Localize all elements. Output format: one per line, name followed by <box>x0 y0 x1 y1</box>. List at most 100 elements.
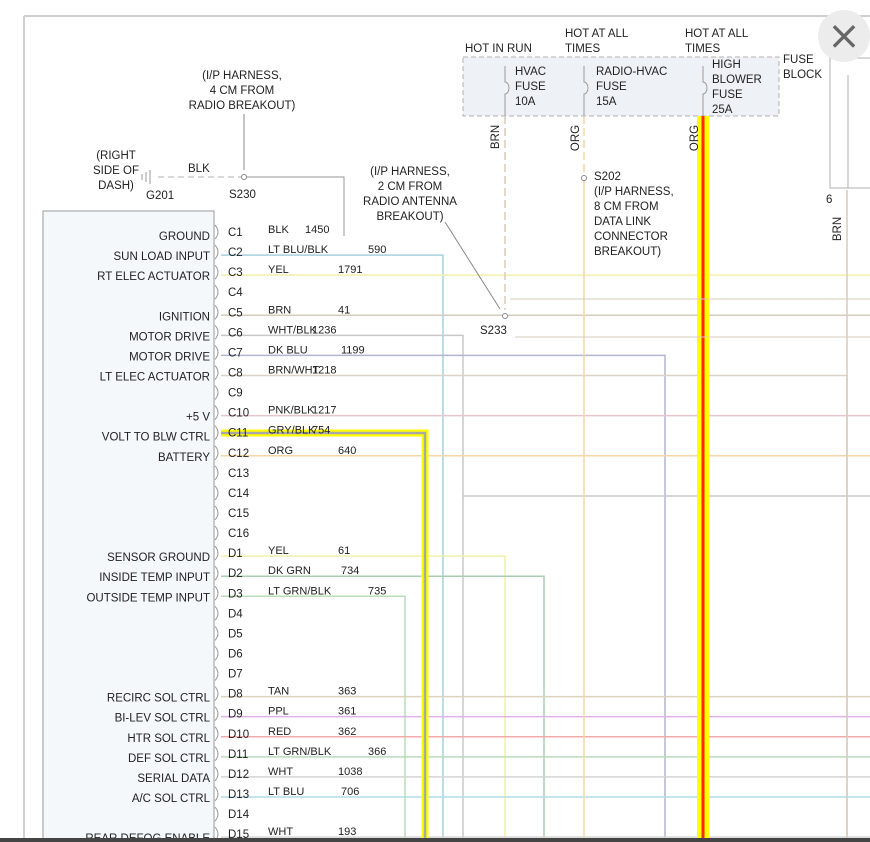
wire-color-c6: WHT/BLK <box>268 324 318 336</box>
fuse-header-hot-at-all-times: HOT AT ALL <box>565 28 629 40</box>
pin-function-c11: VOLT TO BLW CTRL <box>102 432 211 444</box>
pin-terminal <box>214 365 219 380</box>
wire-color-d12: WHT <box>268 766 293 778</box>
wire-color-c2: LT BLU/BLK <box>268 244 329 256</box>
pin-terminal <box>214 224 219 240</box>
pin-terminal <box>214 304 219 320</box>
wire-c8 <box>221 374 848 842</box>
wire-c7 <box>221 354 666 842</box>
pin-terminal <box>214 766 219 782</box>
wire-color-d1: YEL <box>268 545 289 557</box>
circuit-number-d10: 362 <box>338 726 356 738</box>
fuse-label-high-blower: BLOWER <box>712 74 762 86</box>
circuit-number-c3: 1791 <box>338 264 362 276</box>
close-button[interactable]: × <box>818 10 870 62</box>
fuse-label-radio-hvac: 15A <box>596 96 617 108</box>
fuse-label-high-blower: 25A <box>712 104 733 116</box>
wire-color-c5: BRN <box>268 304 291 316</box>
wire-color-label: BLK <box>188 163 210 175</box>
wire-color-c12: ORG <box>268 445 293 457</box>
pin-id-d2: D2 <box>228 568 243 580</box>
pin-function-d1: SENSOR GROUND <box>107 552 210 564</box>
pin-terminal <box>214 485 219 501</box>
pin-terminal <box>214 786 219 802</box>
pin-id-c6: C6 <box>228 327 243 339</box>
pin-terminal <box>214 545 219 561</box>
wire-color-label: ORG <box>570 125 582 151</box>
pin-function-d2: INSIDE TEMP INPUT <box>99 572 210 584</box>
circuit-number-c5: 41 <box>338 304 350 316</box>
right-component-box <box>829 57 870 189</box>
wire-color-c3: YEL <box>268 264 289 276</box>
fuse-header-hot-at-all-times: TIMES <box>565 43 600 55</box>
circuit-number-c8: 1218 <box>312 364 336 376</box>
ground-location-note: (RIGHT <box>96 150 136 162</box>
pin-terminal <box>214 525 219 541</box>
splice-id-s230: S230 <box>229 189 256 201</box>
circuit-number-d1: 61 <box>338 545 350 557</box>
close-icon: × <box>827 13 861 59</box>
fuse-label-radio-hvac: RADIO-HVAC <box>596 66 667 78</box>
pin-id-d11: D11 <box>228 749 248 761</box>
wire-color-d10: RED <box>268 726 291 738</box>
pin-id-c14: C14 <box>228 488 250 500</box>
ground-id: G201 <box>146 190 174 202</box>
pin-terminal <box>214 606 219 621</box>
pin-function-d12: SERIAL DATA <box>137 773 210 785</box>
pin-terminal <box>214 706 219 722</box>
fuse-label-high-blower: HIGH <box>712 59 741 71</box>
pin-function-d13: A/C SOL CTRL <box>132 793 211 805</box>
wire-color-d11: LT GRN/BLK <box>268 746 332 758</box>
s202-note: BREAKOUT) <box>594 246 661 258</box>
splice-id-s233: S233 <box>480 325 507 337</box>
circuit-number-d3: 735 <box>368 585 386 597</box>
circuit-number-c6: 1236 <box>312 324 336 336</box>
pin-function-d8: RECIRC SOL CTRL <box>107 693 211 705</box>
pin-id-d6: D6 <box>228 648 243 660</box>
circuit-number-d13: 706 <box>341 786 359 798</box>
pin-terminal <box>214 345 219 360</box>
pin-id-c8: C8 <box>228 367 243 379</box>
wire-color-c7: DK BLU <box>268 344 308 356</box>
wire-color-c10: PNK/BLK <box>268 405 315 417</box>
s202-note: 8 CM FROM <box>594 201 659 213</box>
circuit-number-c10: 1217 <box>312 405 336 417</box>
wire-color-d15: WHT <box>268 826 293 838</box>
circuit-number-d8: 363 <box>338 686 356 698</box>
wire-d2 <box>221 575 545 842</box>
pin-terminal <box>214 385 219 400</box>
circuit-number-c2: 590 <box>368 244 386 256</box>
s202-note: CONNECTOR <box>594 231 668 243</box>
label-layer: HOT IN RUN HOT AT ALL TIMES HOT AT ALL TIMES… <box>93 28 844 337</box>
wire-color-c1: BLK <box>268 224 289 236</box>
pin-function-d11: DEF SOL CTRL <box>128 753 211 765</box>
pin-id-d4: D4 <box>228 608 243 620</box>
splice-s233 <box>502 313 508 319</box>
pin-id-d1: D1 <box>228 548 243 560</box>
wire-color-d8: TAN <box>268 686 289 698</box>
pin-terminal <box>214 284 219 300</box>
s202-note: DATA LINK <box>594 216 651 228</box>
bottom-scrollbar-edge <box>0 838 870 842</box>
pin-function-d3: OUTSIDE TEMP INPUT <box>86 592 210 604</box>
pin-terminal <box>214 585 219 601</box>
pin-id-c16: C16 <box>228 528 249 540</box>
circuit-number-d12: 1038 <box>338 766 362 778</box>
pin-id-c5: C5 <box>228 307 243 319</box>
pin-terminal <box>214 746 219 762</box>
pin-terminal <box>214 646 219 661</box>
wire-color-label: BRN <box>490 125 502 149</box>
fuse-block-box <box>462 56 780 117</box>
blower-control-core <box>221 431 427 842</box>
fuse-label-radio-hvac: FUSE <box>596 81 627 93</box>
circuit-number-d15: 193 <box>338 826 356 838</box>
circuit-number-d11: 366 <box>368 746 386 758</box>
pin-function-c12: BATTERY <box>158 452 210 464</box>
pin-terminal <box>214 264 219 280</box>
s233-note: (I/P HARNESS, <box>370 166 450 178</box>
fuse-header-hot-at-all-times: TIMES <box>685 43 720 55</box>
wire-c6 <box>221 334 464 842</box>
pin-id-d8: D8 <box>228 689 243 701</box>
pin-function-c10: +5 V <box>186 412 210 424</box>
